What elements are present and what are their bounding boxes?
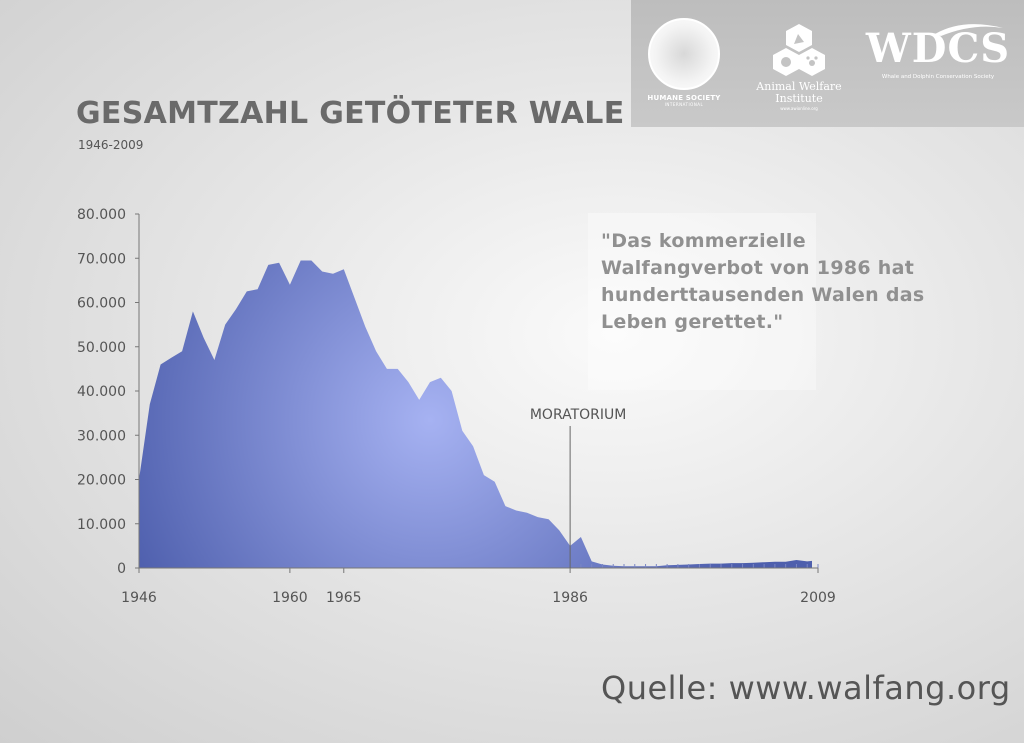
- hexagon-cluster-icon: [773, 24, 825, 76]
- dolphin-swoosh-icon: [935, 24, 1003, 36]
- x-tick-label: 1960: [272, 590, 308, 606]
- quote-background: [588, 213, 816, 390]
- moratorium-quote: "Das kommerzielle Walfangverbot von 1986…: [601, 230, 925, 333]
- humane-society-logo: HUMANE SOCIETY INTERNATIONAL: [645, 18, 723, 107]
- y-tick-label: 80.000: [77, 207, 126, 223]
- y-tick-label: 60.000: [77, 296, 126, 312]
- awi-name-line1: Animal Welfare: [756, 80, 842, 93]
- y-tick-label: 70.000: [77, 251, 126, 267]
- moratorium-label: MORATORIUM: [530, 407, 627, 423]
- y-tick-label: 0: [117, 561, 126, 577]
- wdcs-tagline: Whale and Dolphin Conservation Society: [881, 74, 995, 80]
- chart-title: GESAMTZAHL GETÖTETER WALE: [76, 96, 625, 131]
- animal-welfare-institute-logo: Animal Welfare Institute www.awionline.o…: [749, 22, 849, 111]
- whale-kills-area: [139, 260, 812, 568]
- x-tick-label: 2009: [800, 590, 836, 606]
- partner-logos-panel: HUMANE SOCIETY INTERNATIONAL Animal Welf…: [631, 0, 1024, 127]
- animal-collage-icon: [648, 18, 720, 90]
- source-credit: Quelle: www.walfang.org: [601, 669, 1011, 707]
- y-tick-label: 50.000: [77, 340, 126, 356]
- y-tick-label: 10.000: [77, 517, 126, 533]
- awi-name-line2: Institute: [775, 92, 823, 105]
- awi-website: www.awionline.org: [780, 106, 818, 111]
- x-tick-label: 1965: [326, 590, 362, 606]
- hsi-name-line2: INTERNATIONAL: [664, 102, 704, 107]
- y-tick-label: 20.000: [77, 473, 126, 489]
- x-tick-label: 1986: [552, 590, 588, 606]
- wdcs-logo: WDCS Whale and Dolphin Conservation Soci…: [863, 24, 1013, 80]
- y-tick-label: 30.000: [77, 428, 126, 444]
- hsi-name-line1: HUMANE SOCIETY: [647, 94, 721, 102]
- y-tick-label: 40.000: [77, 384, 126, 400]
- chart-subtitle: 1946-2009: [78, 138, 144, 152]
- x-tick-label: 1946: [121, 590, 157, 606]
